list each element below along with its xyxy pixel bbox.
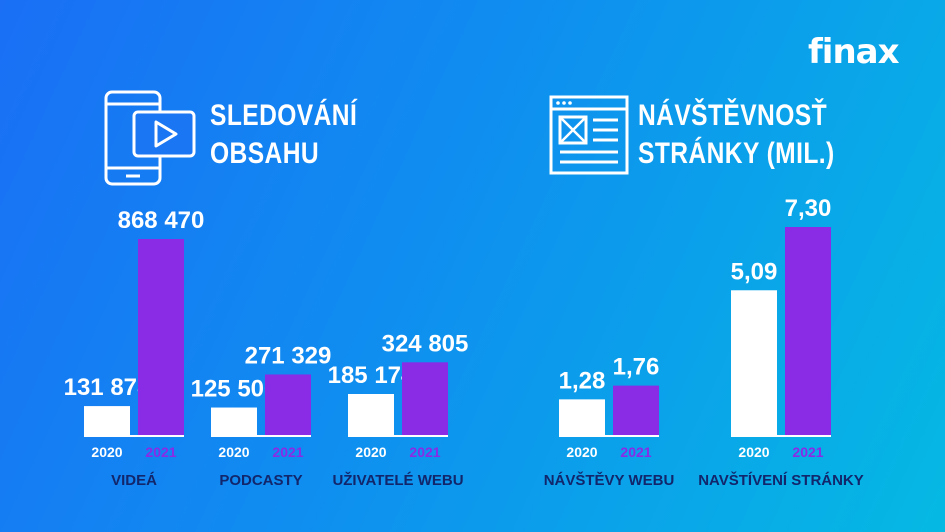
bar-2021: [402, 362, 448, 436]
category-label: NÁVŠTĚVY WEBU: [544, 471, 675, 489]
year-label: 2020: [91, 444, 122, 460]
panel-title-navstevnost: NÁVŠTĚVNOSŤ STRÁNKY (MIL.): [638, 97, 835, 173]
value-label: 868 470: [118, 207, 205, 234]
value-label: 7,30: [785, 195, 832, 222]
year-label: 2020: [355, 444, 386, 460]
panel-title-obsah: SLEDOVÁNÍ OBSAHU: [210, 97, 357, 173]
year-label: 2021: [409, 444, 440, 460]
year-label: 2021: [792, 444, 823, 460]
year-label: 2020: [218, 444, 249, 460]
value-label: 271 329: [245, 342, 332, 369]
bar-2020: [348, 393, 394, 436]
phone-video-icon: [104, 90, 196, 186]
title-line: NÁVŠTĚVNOSŤ: [638, 99, 828, 132]
bar-2020: [731, 290, 777, 436]
bar-2020: [559, 399, 605, 436]
year-label: 2021: [145, 444, 176, 460]
category-label: VIDEÁ: [111, 472, 157, 489]
value-label: 125 500: [191, 376, 278, 403]
year-label: 2021: [620, 444, 651, 460]
year-label: 2020: [738, 444, 769, 460]
finax-logo: finax: [808, 32, 900, 72]
year-label: 2020: [566, 444, 597, 460]
title-line: STRÁNKY (MIL.): [638, 137, 835, 170]
webpage-icon: [549, 95, 629, 175]
year-label: 2021: [272, 444, 303, 460]
bar-2020: [211, 407, 257, 436]
value-label: 1,28: [559, 367, 606, 394]
bar-2020: [84, 406, 130, 436]
value-label: 131 878: [64, 374, 151, 401]
bar-2021: [785, 227, 831, 436]
category-label: UŽIVATELÉ WEBU: [332, 471, 463, 489]
bar-2021: [265, 374, 311, 436]
value-label: 1,76: [613, 354, 660, 381]
value-label: 185 174: [328, 362, 415, 389]
bar-2021: [138, 239, 184, 436]
bar-2021: [613, 385, 659, 436]
value-label: 324 805: [382, 330, 469, 357]
value-label: 5,09: [731, 258, 778, 285]
title-line: OBSAHU: [210, 137, 320, 170]
category-label: PODCASTY: [219, 472, 302, 489]
category-label: NAVŠTÍVENÍ STRÁNKY: [698, 471, 864, 489]
title-line: SLEDOVÁNÍ: [210, 99, 358, 132]
